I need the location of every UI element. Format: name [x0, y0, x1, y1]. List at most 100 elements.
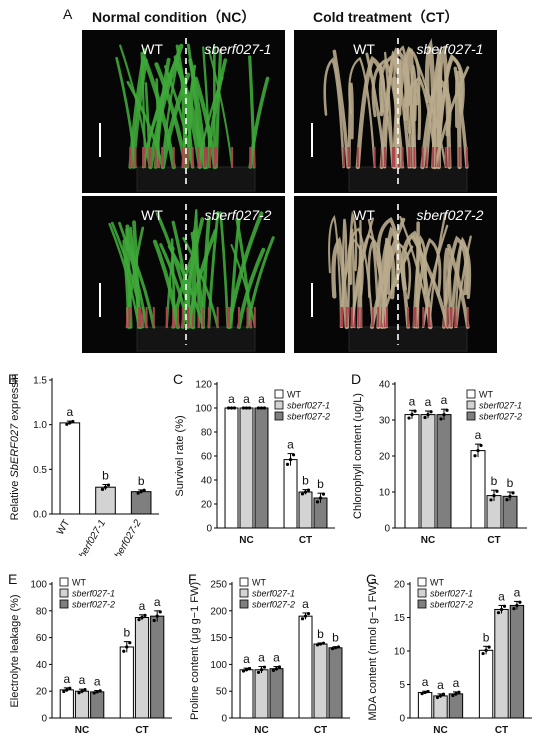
plant-leaf — [226, 211, 264, 329]
photo-canvas: WT sberf027-2 — [294, 196, 497, 353]
data-point — [303, 490, 308, 494]
photo-canvas: WT sberf027-1 — [294, 30, 497, 193]
plant-leaf — [454, 236, 469, 328]
bar — [239, 407, 254, 529]
significance-letter: a — [139, 599, 146, 613]
significance-letter: a — [425, 395, 432, 409]
data-point — [426, 689, 430, 694]
x-tick-label: NC — [433, 725, 447, 736]
y-tick-label: 100 — [195, 404, 212, 415]
significance-letter: b — [332, 631, 339, 645]
data-point — [247, 666, 252, 671]
plant-leaf — [376, 238, 396, 329]
data-point — [241, 406, 246, 410]
data-point — [426, 413, 430, 417]
y-tick-label: 60 — [36, 633, 48, 644]
panel-letter: D — [351, 371, 361, 387]
chart-e-electrolyte-leakage: E 0 20 40 60 80 100 Electrolyte leakage (%) a a a N… — [0, 568, 180, 746]
plant-leaf — [119, 44, 151, 169]
photo-wt-vs-sberf027-2-cold: WT sberf027-2 — [294, 196, 497, 353]
y-tick-label: 250 — [210, 580, 227, 591]
legend-label: WT — [252, 578, 266, 588]
bar-group: a — [269, 651, 284, 719]
genotype-label-mutant: sberf027-2 — [417, 207, 484, 223]
y-tick-label: 0 — [384, 524, 390, 535]
panel-letter: B — [8, 371, 17, 387]
data-point — [226, 406, 231, 410]
bar — [433, 695, 448, 719]
bar-group: a — [90, 675, 105, 719]
data-point — [262, 406, 267, 410]
significance-letter: b — [483, 630, 490, 644]
data-point — [142, 488, 146, 492]
data-point — [438, 694, 443, 698]
data-point — [499, 607, 504, 612]
y-tick-label: 150 — [210, 633, 227, 644]
chart-c-survival-rate: C 0 20 40 60 80 100 120 Survivel rate (%) a a a NC a b… — [165, 368, 343, 556]
bar-group: a — [404, 394, 420, 529]
bar-group: a — [239, 392, 254, 529]
legend-label: WT — [430, 578, 444, 588]
bar — [313, 643, 328, 719]
data-point — [271, 668, 276, 673]
x-tick-label: CT — [487, 535, 500, 546]
data-point — [158, 610, 162, 614]
y-tick-label: 5 — [399, 680, 405, 691]
data-point — [128, 641, 132, 645]
legend-swatch — [59, 588, 69, 598]
pot-tray — [348, 326, 468, 352]
bar-group: a — [509, 585, 525, 719]
y-tick-label: 80 — [36, 606, 48, 617]
bar — [254, 669, 269, 719]
bar — [90, 691, 105, 719]
y-tick-label: 40 — [201, 476, 213, 487]
data-point — [315, 500, 320, 504]
data-point — [291, 453, 296, 457]
photo-wt-vs-sberf027-1-cold: WT sberf027-1 — [294, 30, 497, 193]
significance-letter: b — [302, 474, 309, 488]
plant-leaf — [124, 237, 156, 329]
legend-label: sberf027-2 — [252, 600, 295, 610]
data-point — [413, 409, 417, 413]
genotype-label-mutant: sberf027-1 — [205, 41, 272, 57]
legend-label: WT — [287, 390, 301, 400]
data-point — [229, 406, 234, 410]
y-tick-label: 20 — [394, 580, 406, 591]
data-point — [515, 603, 519, 608]
legend-label: sberf027-2 — [72, 600, 115, 610]
legend-swatch — [417, 599, 427, 609]
data-point — [274, 667, 279, 671]
legend-label: sberf027-1 — [72, 589, 115, 599]
legend-swatch — [466, 389, 476, 399]
data-point — [435, 695, 440, 700]
plant-leaf — [355, 55, 386, 170]
y-tick-label: 0.5 — [33, 465, 47, 476]
data-point — [518, 600, 522, 604]
significance-letter: a — [437, 678, 444, 692]
data-point — [423, 415, 427, 420]
chart-d-chlorophyll-content: D 0 10 20 30 40 Chlorophyll content (ug/L) a a a N… — [343, 368, 535, 556]
x-tick-label: NC — [254, 725, 268, 736]
plant-leaf — [248, 76, 270, 169]
plant-leaf — [408, 64, 417, 169]
panel-letter: E — [8, 571, 17, 587]
data-point — [479, 443, 483, 448]
plant-leaf — [245, 236, 275, 329]
y-tick-label: 0 — [206, 524, 212, 535]
y-tick-label: 30 — [379, 416, 391, 427]
data-point — [136, 491, 140, 495]
legend-swatch — [239, 577, 249, 587]
bar-group: a — [470, 428, 486, 529]
data-point — [306, 611, 311, 616]
genotype-label-wt: WT — [141, 207, 163, 223]
data-point — [451, 693, 455, 698]
photo-wt-vs-sberf027-1-normal: WT sberf027-1 — [82, 30, 285, 193]
bar-group: a — [448, 676, 464, 719]
plant-leaf — [152, 239, 181, 329]
x-tick-label: sberf027-1 — [75, 518, 108, 556]
data-point — [62, 689, 66, 694]
